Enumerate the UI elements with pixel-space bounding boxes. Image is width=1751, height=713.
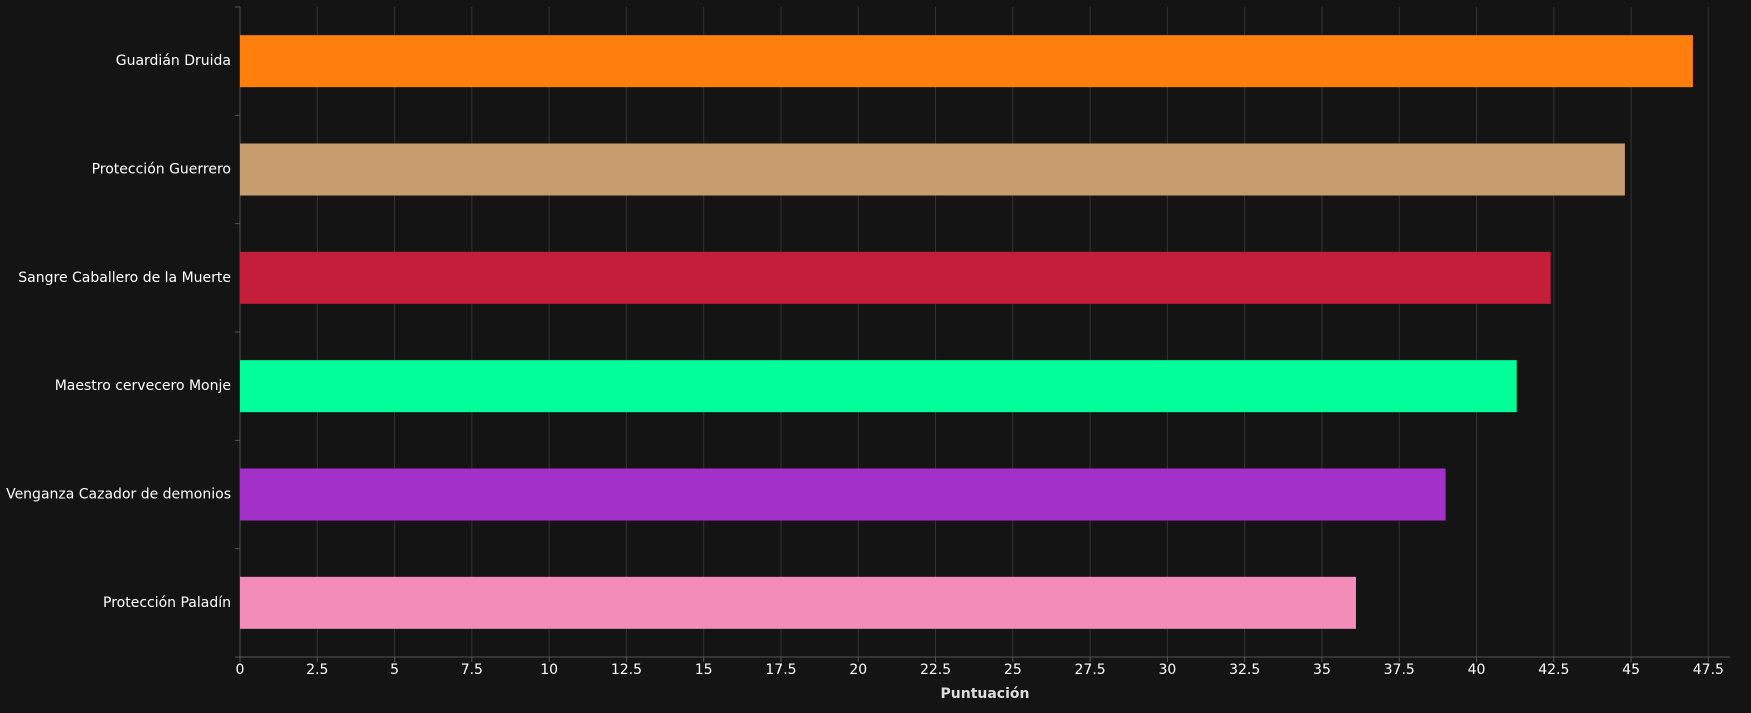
x-tick-label: 32.5	[1229, 662, 1260, 678]
x-tick-label: 22.5	[920, 662, 951, 678]
bar	[240, 143, 1625, 196]
x-tick-label: 12.5	[611, 662, 642, 678]
x-tick-label: 40	[1468, 662, 1486, 678]
x-tick-label: 10	[540, 662, 558, 678]
x-tick-label: 30	[1158, 662, 1176, 678]
y-tick-label: Protección Paladín	[103, 595, 231, 611]
y-tick-label: Venganza Cazador de demonios	[6, 487, 231, 503]
bar	[240, 251, 1551, 304]
x-tick-label: 0	[236, 662, 245, 678]
x-axis-label: Puntuación	[941, 686, 1030, 702]
y-tick-label: Maestro cervecero Monje	[55, 378, 231, 394]
x-tick-label: 5	[390, 662, 399, 678]
x-tick-label: 47.5	[1693, 662, 1724, 678]
x-tick-label: 17.5	[765, 662, 796, 678]
bar	[240, 576, 1356, 629]
x-tick-label: 42.5	[1538, 662, 1569, 678]
x-tick-label: 25	[1004, 662, 1022, 678]
x-tick-label: 2.5	[306, 662, 328, 678]
x-tick-label: 7.5	[461, 662, 483, 678]
y-tick-label: Sangre Caballero de la Muerte	[18, 270, 231, 286]
x-tick-label: 37.5	[1384, 662, 1415, 678]
x-tick-label: 45	[1622, 662, 1640, 678]
x-tick-label: 15	[695, 662, 713, 678]
x-tick-label: 20	[849, 662, 867, 678]
y-tick-label: Guardián Druida	[116, 53, 231, 69]
bar	[240, 468, 1446, 521]
y-tick-label: Protección Guerrero	[92, 162, 231, 178]
x-tick-label: 27.5	[1075, 662, 1106, 678]
bar	[240, 360, 1517, 413]
bar	[240, 35, 1693, 88]
x-tick-label: 35	[1313, 662, 1331, 678]
